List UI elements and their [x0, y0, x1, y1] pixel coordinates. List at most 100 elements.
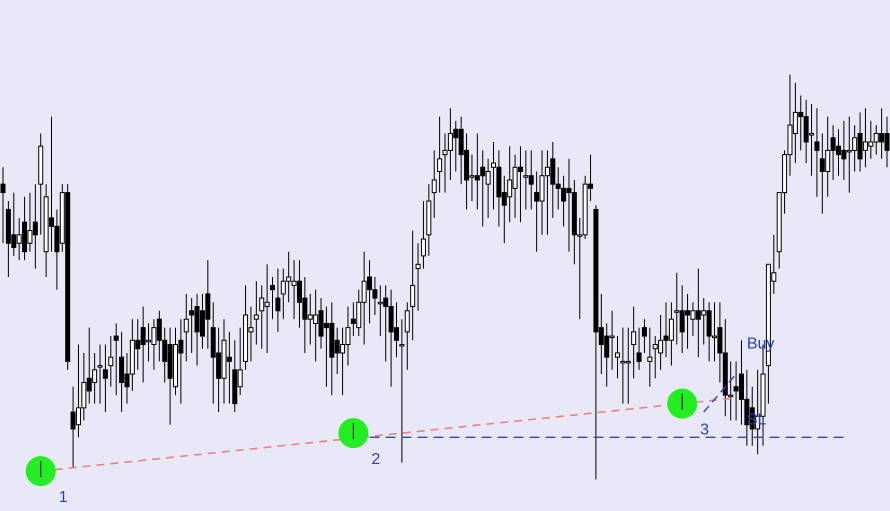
candle — [11, 192, 17, 256]
candle-body-up — [825, 149, 831, 172]
candle — [329, 302, 335, 396]
candle — [668, 302, 674, 366]
candle — [167, 327, 173, 425]
candle — [135, 319, 141, 370]
candle — [172, 327, 178, 396]
candle-body-down — [135, 339, 141, 350]
candle — [16, 217, 22, 261]
candle-body-down — [86, 377, 92, 392]
candle — [771, 234, 777, 294]
touch-point-label: 2 — [371, 451, 380, 468]
candle-body-up — [760, 373, 766, 417]
candle-body-up — [291, 280, 297, 286]
candle — [539, 150, 545, 235]
candle — [415, 243, 421, 311]
candle — [437, 116, 443, 193]
candle-body-down — [496, 166, 502, 198]
candle — [690, 302, 696, 337]
candle — [291, 260, 297, 320]
candle — [491, 141, 497, 210]
candle-body-down — [232, 369, 238, 405]
candle — [194, 293, 200, 366]
candle-body-down — [194, 306, 200, 333]
touch-point-label: 3 — [700, 422, 709, 439]
candle — [108, 336, 114, 387]
candle-body-up — [221, 339, 227, 379]
candle-body-down — [124, 373, 130, 388]
candle-body-up — [625, 360, 631, 364]
candle-body-up — [652, 344, 658, 350]
candle — [183, 293, 189, 362]
candle-body-down — [464, 149, 470, 181]
candle-body-up — [862, 141, 868, 151]
labels-layer: 1 2 3 Buy SL — [59, 336, 775, 506]
candle-body-up — [183, 318, 189, 333]
candle — [738, 340, 744, 425]
candle-body-up — [340, 344, 346, 354]
candle — [393, 302, 399, 358]
candle — [685, 293, 691, 349]
candle-body-down — [733, 386, 739, 392]
candle — [598, 293, 604, 375]
candle-body-up — [728, 394, 734, 398]
candle — [248, 306, 254, 362]
candle — [517, 146, 523, 223]
candle-body-down — [119, 356, 125, 383]
candle-body-up — [658, 339, 664, 354]
candle-body-down — [528, 175, 534, 185]
candle-body-up — [108, 356, 114, 367]
candle — [361, 251, 367, 345]
candle — [862, 108, 868, 168]
candle-body-up — [544, 166, 550, 177]
candle — [178, 319, 184, 404]
candle-body-up — [431, 179, 437, 194]
candle-body-down — [717, 327, 723, 354]
candle-body-up — [447, 133, 453, 151]
candle-body-down — [205, 293, 211, 320]
candle — [857, 112, 863, 172]
candle-body-down — [884, 133, 890, 151]
candle-body-up — [253, 314, 259, 320]
candle — [593, 205, 599, 480]
candle-body-down — [830, 137, 836, 151]
candle-body-down — [216, 352, 222, 379]
candle — [307, 293, 313, 345]
candle-body-down — [636, 352, 642, 362]
candle-body-down — [5, 208, 11, 244]
candle — [237, 327, 243, 396]
candle — [782, 150, 788, 214]
candle-body-down — [744, 398, 750, 426]
candle-body-down — [270, 284, 276, 291]
candle-body-down — [555, 183, 561, 189]
candle-body-up — [97, 365, 103, 368]
candle — [124, 352, 130, 404]
candle-body-up — [75, 407, 81, 426]
candle — [372, 277, 378, 315]
candle-body-up — [577, 234, 583, 237]
candle — [447, 108, 453, 180]
candle-body-up — [16, 234, 22, 244]
candle-body-down — [706, 310, 712, 337]
candle-body-up — [399, 344, 405, 347]
candle — [819, 133, 825, 214]
candle-body-up — [792, 111, 798, 135]
candle-body-down — [571, 192, 577, 236]
candle-body-up — [264, 301, 270, 308]
candle — [555, 167, 561, 210]
candle-body-up — [582, 183, 588, 236]
candle-body-up — [146, 339, 152, 343]
candle — [701, 298, 707, 345]
candle — [340, 327, 346, 396]
candle — [22, 196, 28, 261]
candle — [647, 327, 653, 387]
candle — [663, 302, 669, 358]
candle — [264, 264, 270, 353]
candle — [566, 158, 572, 252]
candle — [426, 184, 432, 256]
candle-body-down — [798, 111, 804, 118]
candle-body-up — [787, 124, 793, 156]
candle — [458, 116, 464, 185]
candle — [582, 175, 588, 240]
candle — [641, 319, 647, 353]
